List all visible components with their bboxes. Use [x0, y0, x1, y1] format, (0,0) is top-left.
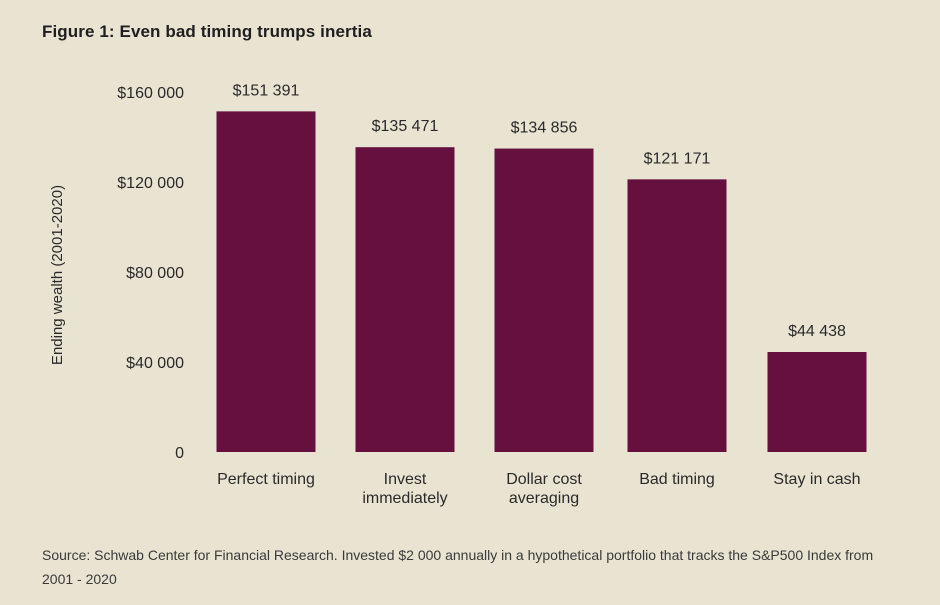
- bar: [767, 352, 867, 452]
- x-tick-label: Dollar cost averaging: [506, 471, 582, 507]
- x-tick-label: Stay in cash: [773, 471, 860, 488]
- data-label: $135 471: [372, 118, 439, 135]
- bar: [216, 111, 316, 453]
- bar: [494, 148, 594, 452]
- y-tick-label: $160 000: [117, 85, 184, 102]
- data-label: $151 391: [233, 82, 300, 99]
- chart-title: Figure 1: Even bad timing trumps inertia: [42, 22, 372, 41]
- y-tick-label: $40 000: [126, 355, 184, 372]
- bar: [355, 147, 455, 452]
- data-label: $134 856: [511, 120, 578, 137]
- y-tick-label: 0: [175, 445, 184, 462]
- x-tick-label: Perfect timing: [217, 471, 315, 488]
- y-tick-label: $80 000: [126, 265, 184, 282]
- y-tick-label: $120 000: [117, 175, 184, 192]
- data-label: $44 438: [788, 323, 846, 340]
- x-tick-label: Bad timing: [639, 471, 715, 488]
- bar: [627, 179, 727, 453]
- y-axis-label: Ending wealth (2001-2020): [49, 185, 66, 365]
- source-note: Source: Schwab Center for Financial Rese…: [42, 547, 874, 587]
- data-label: $121 171: [644, 150, 711, 167]
- x-tick-label: Invest immediately: [362, 471, 447, 507]
